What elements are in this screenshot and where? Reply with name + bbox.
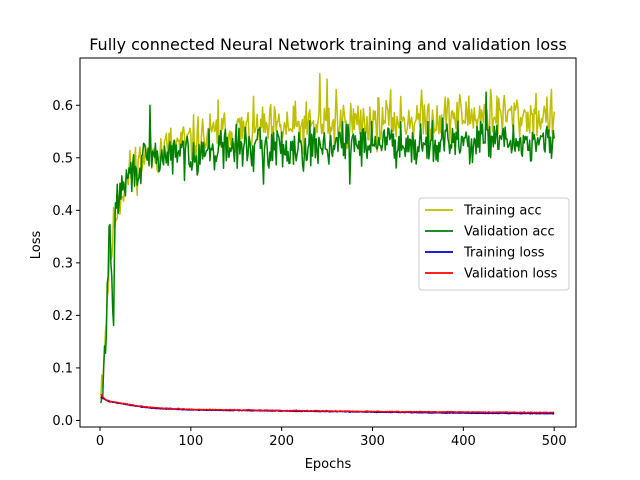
y-tick-label: 0.5 <box>52 151 73 166</box>
y-tick-label: 0.6 <box>52 99 73 114</box>
series-line-validation-loss <box>100 393 555 414</box>
series-line-validation-acc <box>100 91 555 404</box>
x-tick-label: 200 <box>269 434 294 449</box>
x-axis-label: Epochs <box>305 457 352 472</box>
axes: 0 100 200 300 400 500 0.0 0.1 0.2 0.3 0.4 0.5 0.6 <box>52 57 577 449</box>
y-tick-label: 0.1 <box>52 361 73 376</box>
axes-frame <box>79 57 577 428</box>
y-tick-label: 0.3 <box>52 256 73 271</box>
legend: Training acc Validation acc Training loss V… <box>418 197 570 291</box>
legend-label: Validation loss <box>464 267 558 282</box>
plot-area <box>100 73 555 415</box>
y-tick-label: 0.4 <box>52 204 73 219</box>
series-line-training-acc <box>100 73 555 399</box>
y-tick-label: 0.0 <box>52 414 73 429</box>
x-tick-label: 0 <box>96 434 104 449</box>
chart-title: Fully connected Neural Network training … <box>89 35 567 54</box>
x-tick-label: 500 <box>542 434 567 449</box>
legend-label: Validation acc <box>464 225 555 240</box>
legend-label: Training loss <box>463 246 545 261</box>
x-tick-label: 300 <box>360 434 385 449</box>
y-tick-label: 0.2 <box>52 309 73 324</box>
legend-box <box>418 197 570 291</box>
x-tick-label: 400 <box>451 434 476 449</box>
x-tick-label: 100 <box>178 434 203 449</box>
y-axis-label: Loss <box>29 231 44 260</box>
legend-label: Training acc <box>463 204 542 219</box>
